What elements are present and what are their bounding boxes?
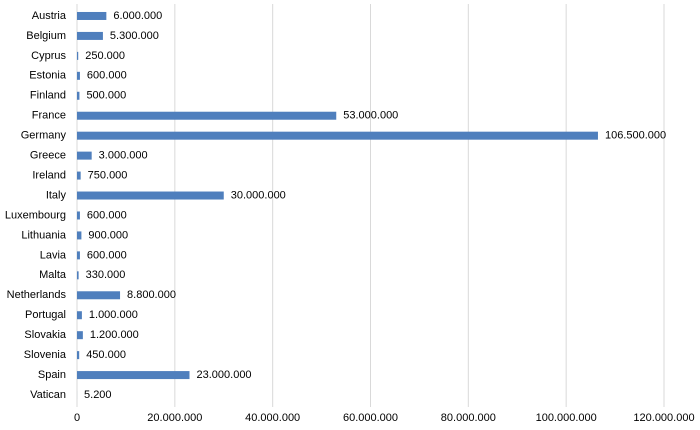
data-label: 30.000.000 xyxy=(231,189,286,201)
bar xyxy=(77,331,83,340)
y-tick-label: Estonia xyxy=(29,70,67,82)
y-tick-label: Lithuania xyxy=(21,229,67,241)
y-tick-label: Spain xyxy=(38,369,66,381)
x-tick-label: 40.000.000 xyxy=(245,412,300,424)
data-label: 330.000 xyxy=(86,269,126,281)
data-label: 5.200 xyxy=(84,389,112,401)
data-label: 6.000.000 xyxy=(113,10,162,22)
y-tick-label: Greece xyxy=(30,150,66,162)
bar xyxy=(77,91,80,100)
bar xyxy=(77,111,337,120)
bar xyxy=(77,211,80,220)
y-tick-label: Belgium xyxy=(26,30,66,42)
data-label: 600.000 xyxy=(87,249,127,261)
data-label: 900.000 xyxy=(88,229,128,241)
y-tick-label: Lavia xyxy=(40,249,67,261)
data-label: 600.000 xyxy=(87,209,127,221)
x-tick-label: 60.000.000 xyxy=(343,412,398,424)
y-tick-label: Finland xyxy=(30,90,66,102)
data-label: 106.500.000 xyxy=(605,130,666,142)
bar xyxy=(77,171,81,180)
y-tick-label: Germany xyxy=(21,130,67,142)
data-label: 5.300.000 xyxy=(110,30,159,42)
x-tick-label: 0 xyxy=(74,412,80,424)
data-label: 750.000 xyxy=(88,169,128,181)
data-label: 600.000 xyxy=(87,70,127,82)
bar xyxy=(77,51,79,60)
data-label: 250.000 xyxy=(85,50,125,62)
y-tick-label: Malta xyxy=(39,269,67,281)
y-tick-label: Vatican xyxy=(30,389,66,401)
y-tick-label: Ireland xyxy=(32,169,66,181)
x-tick-label: 80.000.000 xyxy=(441,412,496,424)
bar xyxy=(77,11,107,20)
data-label: 500.000 xyxy=(86,90,126,102)
bar xyxy=(77,311,82,320)
y-tick-label: Italy xyxy=(46,189,67,201)
bar xyxy=(77,251,80,260)
y-tick-label: France xyxy=(32,110,66,122)
y-tick-label: Austria xyxy=(32,10,67,22)
data-label: 1.000.000 xyxy=(89,309,138,321)
data-label: 8.800.000 xyxy=(127,289,176,301)
bar xyxy=(77,191,224,200)
bar xyxy=(77,131,598,140)
y-tick-label: Slovenia xyxy=(24,349,67,361)
y-tick-label: Cyprus xyxy=(31,50,66,62)
x-tick-label: 100.000.000 xyxy=(536,412,597,424)
y-tick-label: Portugal xyxy=(25,309,66,321)
x-tick-label: 20.000.000 xyxy=(147,412,202,424)
bar xyxy=(77,151,92,160)
data-label: 3.000.000 xyxy=(99,150,148,162)
bar xyxy=(77,291,121,300)
bar xyxy=(77,271,79,280)
y-tick-label: Netherlands xyxy=(7,289,67,301)
bar xyxy=(77,351,80,360)
data-label: 53.000.000 xyxy=(343,110,398,122)
x-tick-label: 120.000.000 xyxy=(633,412,694,424)
bar xyxy=(77,231,82,240)
data-label: 1.200.000 xyxy=(90,329,139,341)
bar xyxy=(77,71,80,80)
y-tick-label: Luxembourg xyxy=(5,209,66,221)
bar xyxy=(77,31,103,40)
data-label: 23.000.000 xyxy=(197,369,252,381)
data-label: 450.000 xyxy=(86,349,126,361)
bar xyxy=(77,371,190,380)
y-tick-label: Slovakia xyxy=(24,329,66,341)
